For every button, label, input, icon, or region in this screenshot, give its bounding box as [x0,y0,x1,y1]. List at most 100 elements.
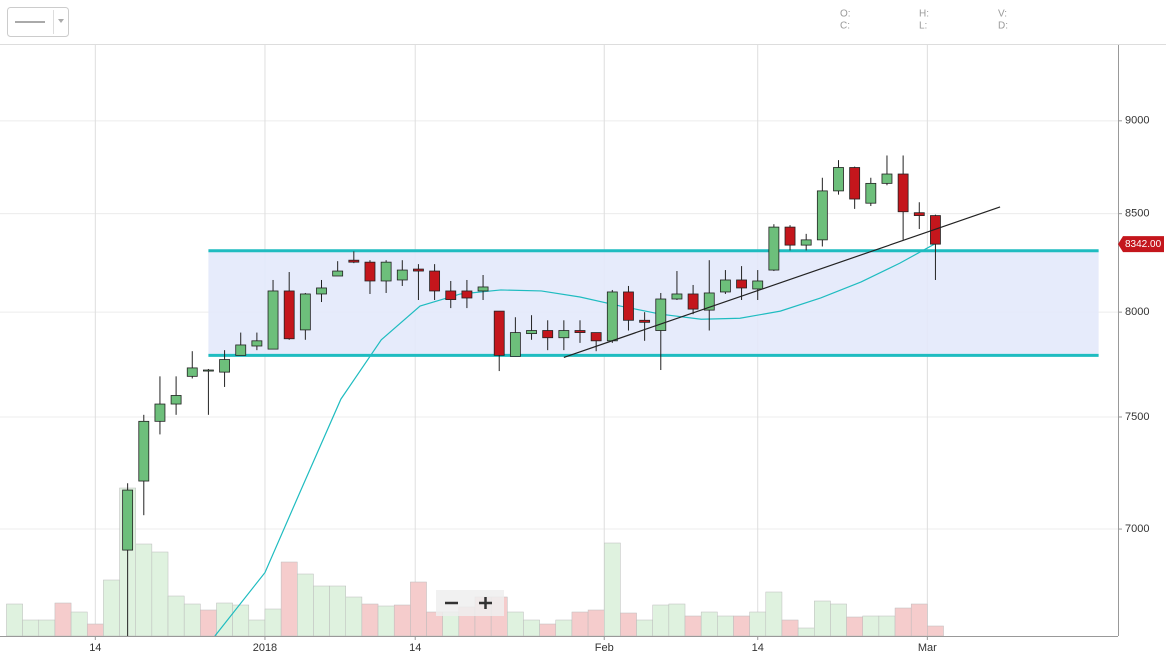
volume-bar [70,611,88,636]
candle-body [380,261,392,282]
candle-body [833,167,844,192]
x-tick-label: 2018 [253,642,277,652]
volume-bar [297,573,314,636]
volume-bar [862,615,880,636]
candle-body [122,489,134,551]
volume-bar [717,615,734,636]
candle-body [429,270,441,292]
price-tag-label: 8342.00 [1125,239,1162,250]
candle-body [606,291,618,342]
volume-bar [846,616,863,636]
volume-bar [38,619,56,636]
candle-body [897,173,909,213]
candle-body [671,293,683,300]
volume-bar [86,623,104,636]
candle-body [655,298,667,331]
candle-body [526,330,537,335]
candle-body [590,332,602,342]
volume-bar [587,609,605,636]
candle-body [639,319,651,323]
candle-body [413,268,424,272]
candle-body [913,212,925,216]
volume-bar [830,603,847,636]
volume-bar [668,603,686,636]
candle-body [849,167,861,200]
candle-body [687,293,699,310]
volume-bar [22,619,40,636]
candle-body [461,290,473,299]
candle-body [509,332,521,357]
volume-bar [765,591,783,636]
volume-bar [733,615,750,636]
volume-bar [361,603,379,636]
x-tick-label: 14 [89,642,101,652]
candle-body [703,292,715,311]
volume-bar [6,603,23,636]
volume-bar [183,603,201,636]
moving-average-line [214,243,936,636]
candle-body [219,359,230,373]
volume-bar [700,611,718,636]
candle-body [881,173,893,184]
ohlc-field-label: O: [840,9,851,20]
volume-bar [894,607,912,636]
zoom-in-button[interactable] [479,597,492,609]
y-tick-label: 8000 [1125,306,1149,318]
x-tick-label: 14 [409,642,421,652]
candle-body [283,290,295,340]
volume-bar [814,600,831,636]
candle-body [332,270,344,277]
trendline [563,206,1001,359]
channel-fill [208,250,1099,356]
volume-bar [54,602,72,636]
candle-body [154,403,166,422]
candle-body [558,330,570,339]
volume-bar [103,579,120,636]
volume-bar [200,609,217,636]
volume-bar [151,551,169,636]
x-tick-label: 14 [752,642,764,652]
candle-body [396,269,408,281]
candle-body [348,259,360,263]
y-tick-label: 7000 [1125,523,1149,535]
candle-body [784,226,796,246]
ohlc-field-label: V: [998,9,1007,20]
volume-bar [329,585,346,636]
candle-body [299,293,311,331]
candle-body [623,291,634,321]
candle-body [542,330,554,339]
dropdown-arrow [58,19,64,23]
candle-body [493,310,505,356]
volume-bar [781,619,799,636]
plot-area [0,45,1118,636]
candle-body [574,330,586,333]
y-tick-label: 8500 [1125,208,1149,220]
volume-bar [280,561,298,636]
volume-bar [410,581,427,636]
candle-body [800,239,812,246]
y-tick-label: 7500 [1125,411,1149,423]
candle-body [138,420,150,482]
candle-body [816,190,828,241]
volume-bar [345,596,363,636]
volume-bar [248,619,266,636]
candle-body [170,395,182,405]
volume-bar [377,605,395,636]
candle-body [235,344,247,356]
candle-body [736,279,747,289]
ohlc-field-label: L: [919,21,927,32]
candle-body [445,290,457,301]
volume-bar [135,543,153,636]
volume-bar [797,627,815,636]
volume-bar [539,623,557,636]
volume-bar [878,615,896,636]
candle-body [251,340,263,347]
volume-bar [927,625,944,636]
y-tick-label: 9000 [1125,115,1149,127]
volume-bar [393,604,411,636]
volume-bar [652,604,670,636]
candle-body [267,290,279,350]
ohlc-field-label: H: [919,9,929,20]
